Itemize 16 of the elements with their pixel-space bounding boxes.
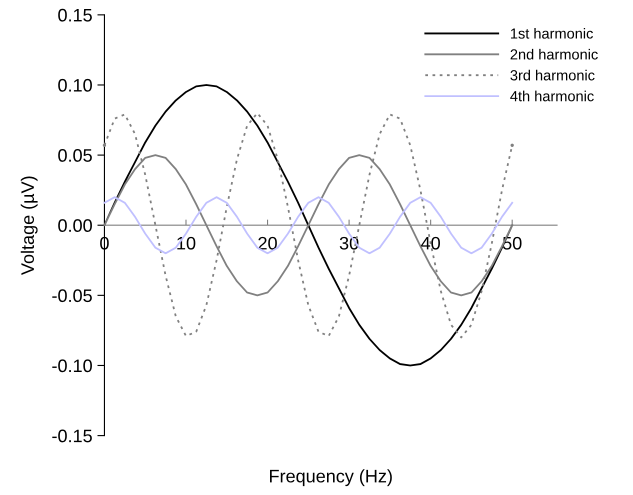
y-tick-label: 0.05 (58, 149, 92, 162)
y-tick-label: -0.10 (52, 359, 92, 372)
legend-label: 4th harmonic (510, 90, 594, 102)
y-tick-label: 0.15 (58, 8, 92, 22)
legend-label: 2nd harmonic (510, 48, 598, 60)
legend-label: 3rd harmonic (510, 70, 595, 80)
y-tick-label: -0.15 (52, 430, 92, 442)
y-tick-label: 0.00 (58, 219, 92, 232)
x-tick-label: 10 (177, 236, 196, 250)
x-tick-label: 20 (258, 236, 277, 250)
x-tick-label: 40 (421, 236, 440, 250)
x-axis-title: Frequency (Hz) (270, 469, 392, 486)
y-axis-title: Voltage (µV) (20, 176, 38, 276)
y-tick-label: 0.10 (58, 78, 92, 92)
y-tick-label: -0.05 (52, 289, 92, 302)
legend-label: 1st harmonic (510, 28, 593, 39)
